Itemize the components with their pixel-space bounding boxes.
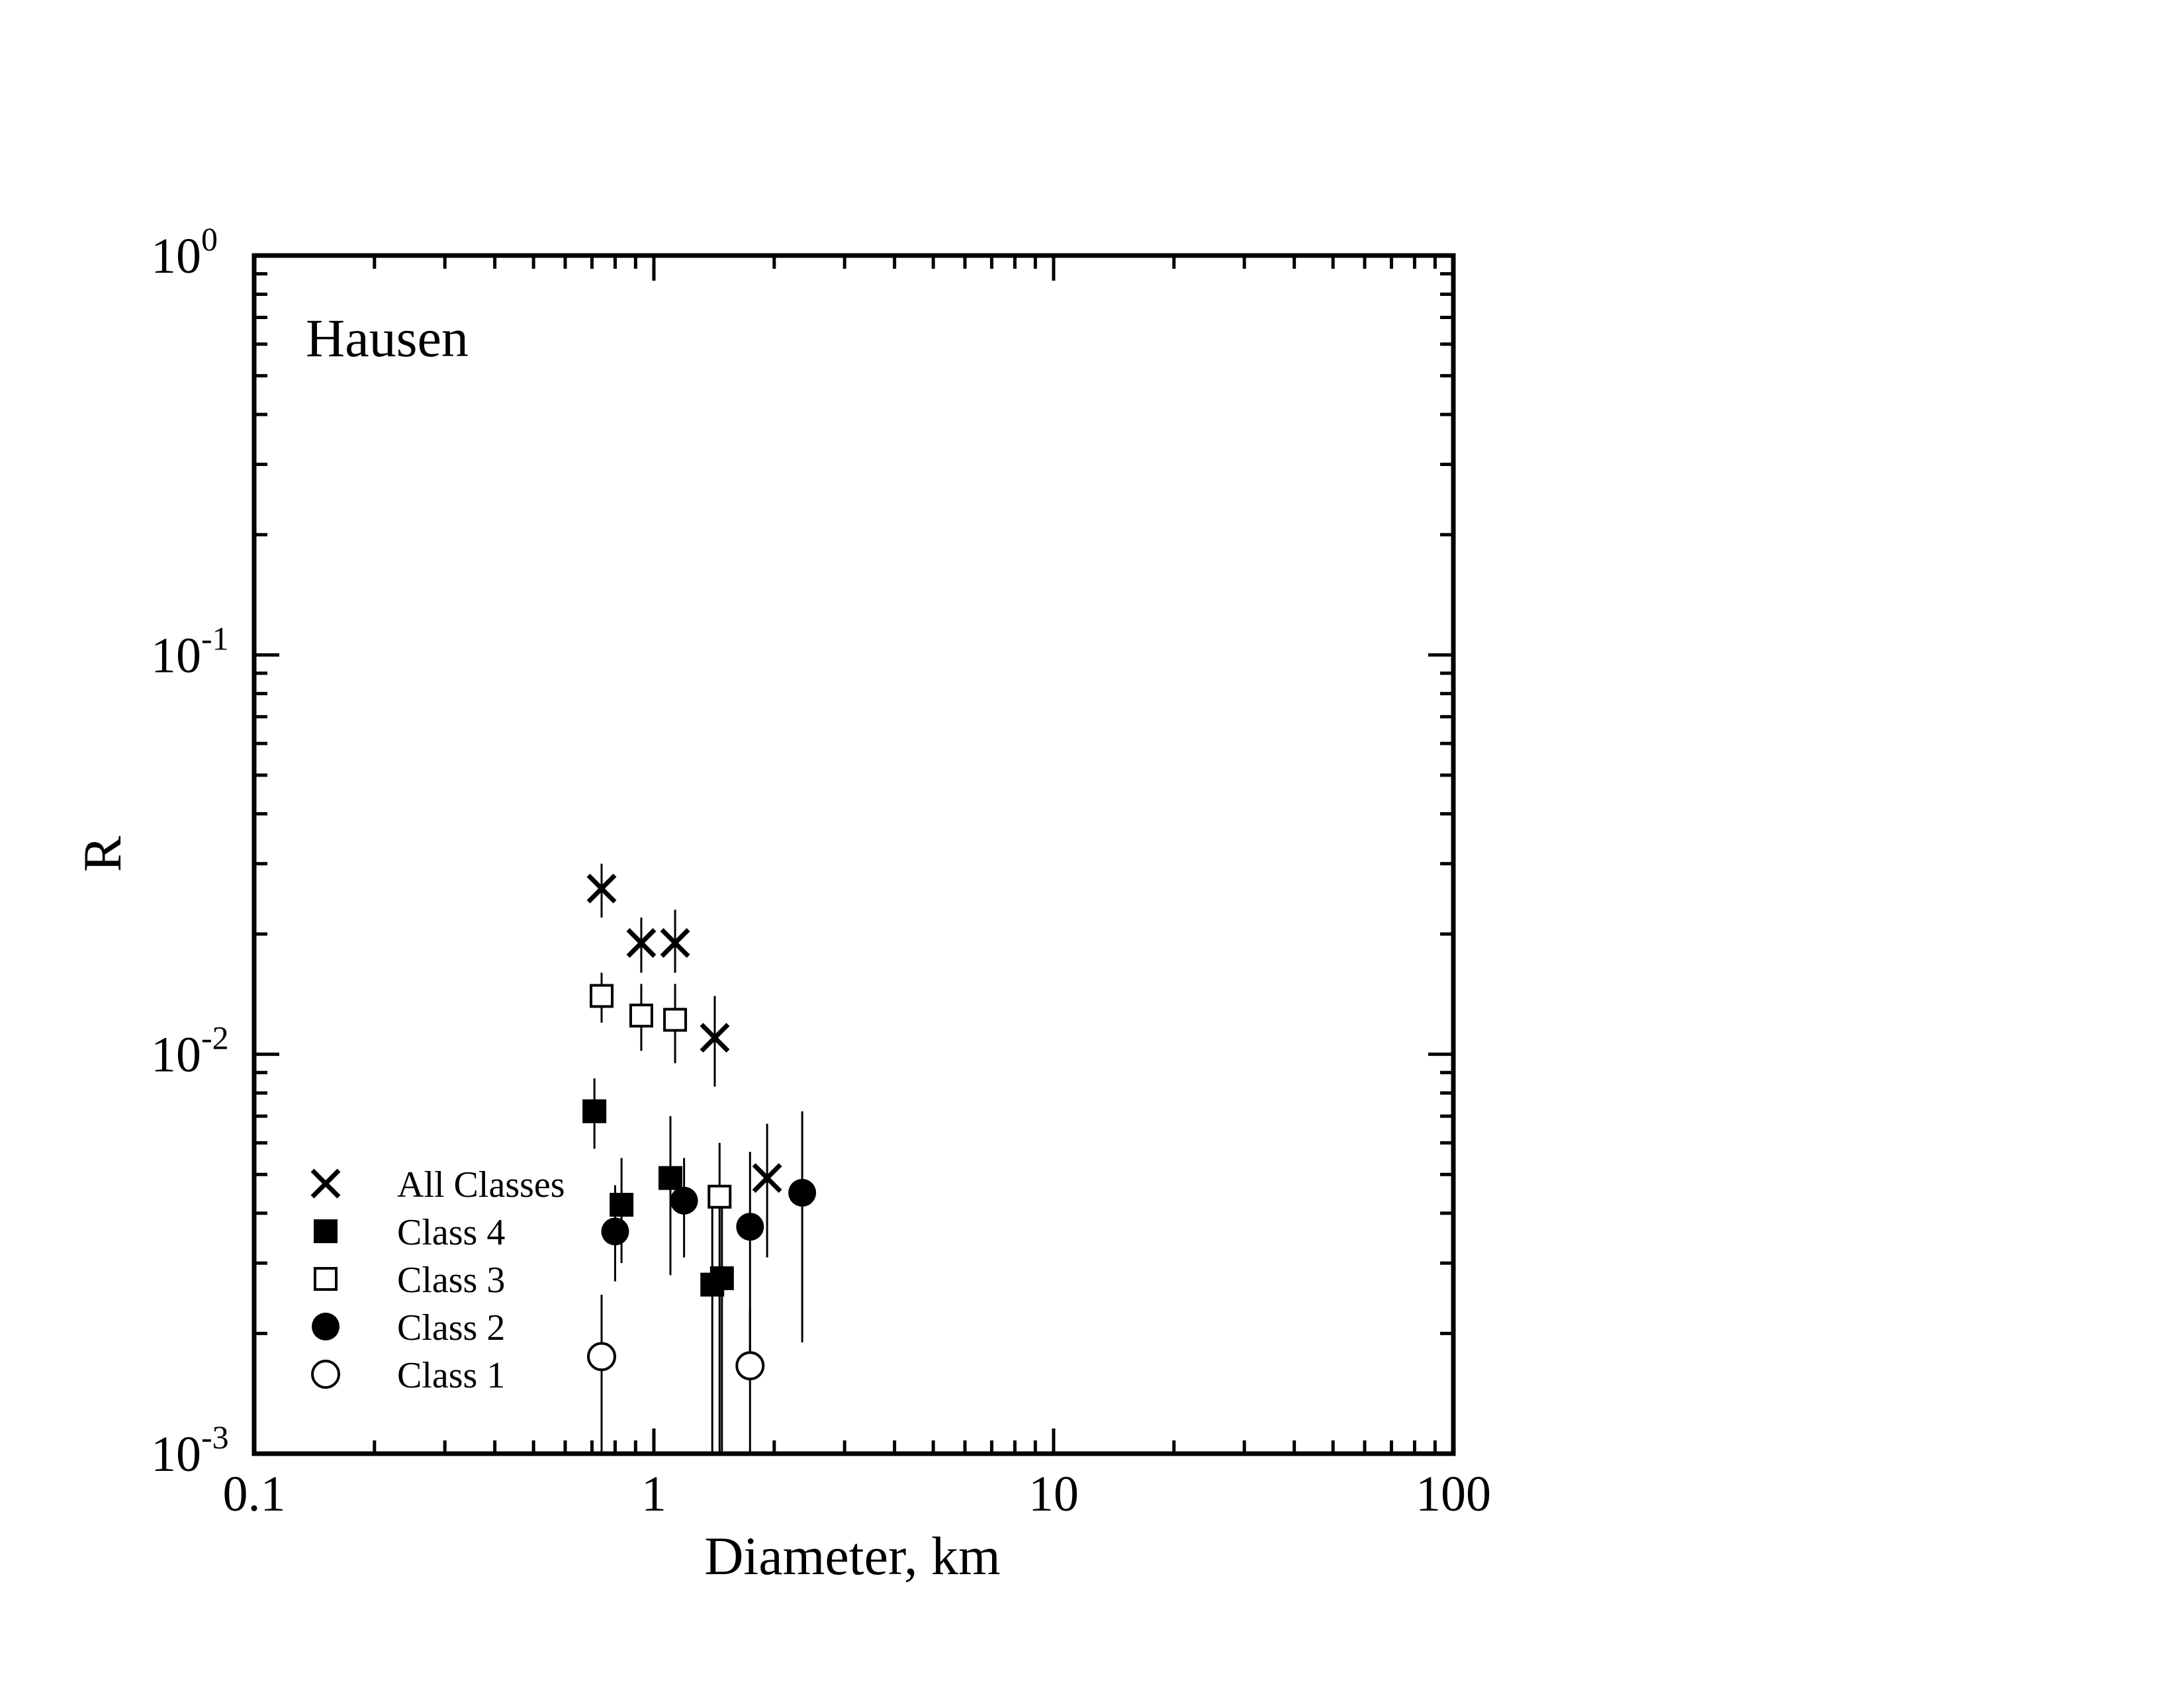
point-class-2 xyxy=(670,1186,698,1215)
y-tick-labels: 10-3 10-2 10-1 100 xyxy=(151,220,229,1482)
y-axis-label: R xyxy=(72,835,132,872)
point-class-2 xyxy=(601,1217,629,1246)
legend-label-class-1: Class 1 xyxy=(397,1355,505,1396)
point-all-classes xyxy=(752,1163,782,1194)
point-class-3 xyxy=(590,984,614,1008)
data-markers xyxy=(582,873,817,1381)
x-tick-label: 1 xyxy=(641,1466,666,1522)
point-all-classes xyxy=(626,928,657,958)
legend: All Classes Class 4 Class 3 Class 2 Class 1 xyxy=(310,1164,565,1396)
x-tick-label: 100 xyxy=(1416,1466,1491,1522)
point-class-4 xyxy=(659,1166,683,1190)
point-class-3 xyxy=(663,1008,688,1032)
point-all-classes xyxy=(660,928,690,958)
legend-label-class-3: Class 3 xyxy=(397,1260,505,1301)
point-class-1 xyxy=(735,1351,765,1381)
legend-marker-class-3 xyxy=(314,1267,338,1291)
point-all-classes xyxy=(700,1023,730,1053)
legend-marker-all-classes xyxy=(310,1168,341,1199)
point-class-3 xyxy=(707,1184,732,1209)
point-class-3 xyxy=(629,1004,653,1028)
legend-marker-class-4 xyxy=(314,1219,338,1243)
x-tick-label: 0.1 xyxy=(223,1466,286,1522)
legend-label-class-4: Class 4 xyxy=(397,1212,505,1253)
point-all-classes xyxy=(586,873,617,904)
legend-label-class-2: Class 2 xyxy=(397,1307,505,1348)
plot-frame xyxy=(251,253,1456,1456)
point-class-4 xyxy=(582,1099,607,1123)
point-class-2 xyxy=(788,1178,817,1207)
point-class-4 xyxy=(709,1266,734,1290)
y-tick-label: 10-3 xyxy=(151,1419,229,1482)
y-tick-label: 10-1 xyxy=(151,620,229,683)
point-class-2 xyxy=(736,1213,764,1241)
legend-marker-class-1 xyxy=(311,1360,340,1389)
chart-annotation: Hausen xyxy=(306,308,469,368)
x-tick-labels: 0.1 1 10 100 xyxy=(223,1466,1492,1522)
legend-label-all-classes: All Classes xyxy=(397,1164,565,1205)
point-class-4 xyxy=(610,1192,634,1217)
point-class-1 xyxy=(587,1342,617,1372)
legend-marker-class-2 xyxy=(312,1313,340,1340)
y-tick-label: 100 xyxy=(151,220,218,284)
x-axis-label: Diameter, km xyxy=(704,1526,1001,1586)
x-tick-label: 10 xyxy=(1028,1466,1079,1522)
y-tick-label: 10-2 xyxy=(151,1019,229,1083)
